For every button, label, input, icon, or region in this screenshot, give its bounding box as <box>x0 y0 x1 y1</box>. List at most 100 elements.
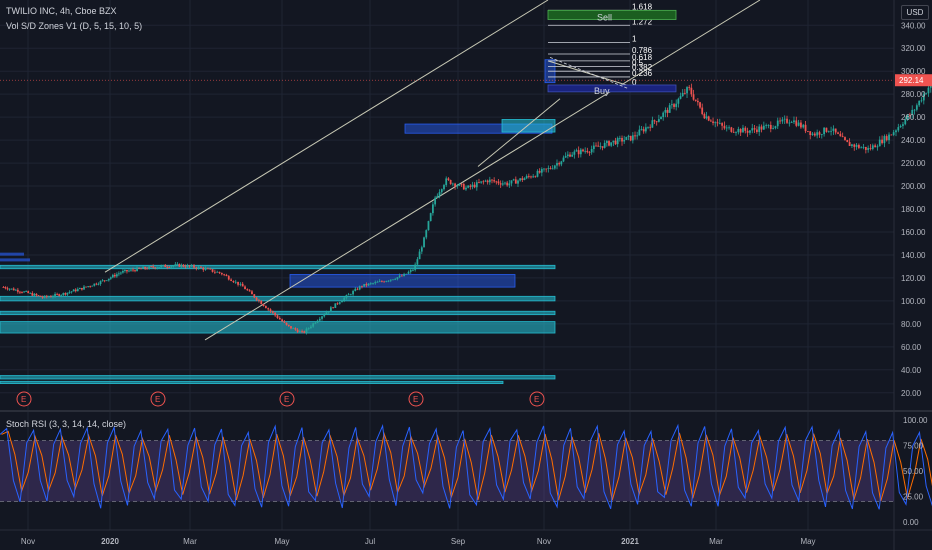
candle-body <box>434 197 437 205</box>
earnings-marker-label: E <box>21 395 26 404</box>
candle-body <box>420 247 423 252</box>
time-tick-label: Mar <box>183 537 197 546</box>
time-tick-label: Nov <box>21 537 35 546</box>
candle-body <box>718 123 721 124</box>
candle-body <box>508 183 511 186</box>
candle-body <box>162 264 165 266</box>
time-tick-label: Mar <box>709 537 723 546</box>
candle-body <box>601 146 604 148</box>
candle-body <box>876 146 879 148</box>
candle-body <box>349 294 352 296</box>
candle-body <box>746 130 749 133</box>
candle-body <box>62 293 65 296</box>
candle-body <box>577 150 580 155</box>
candle-body <box>148 266 151 269</box>
price-axis[interactable]: 20.00 40.00 60.00 80.00 100.00 120.00 140.00 16… <box>895 21 932 398</box>
price-tick-label: 320.00 <box>901 44 926 53</box>
candle-body <box>677 98 680 104</box>
candle-body <box>878 139 881 147</box>
trend-line <box>104 0 549 273</box>
candle-body <box>260 300 263 305</box>
stoch-rsi-pane: 0.00 25.00 50.00 75.00 100.00 <box>0 416 932 527</box>
candle-body <box>751 128 754 131</box>
symbol-title[interactable]: TWILIO INC, 4h, Cboe BZX <box>6 6 117 16</box>
stoch-rsi-tick-label: 100.00 <box>903 416 928 425</box>
candle-body <box>14 289 17 291</box>
candle-body <box>860 147 863 149</box>
stoch-rsi-title[interactable]: Stoch RSI (3, 3, 14, 14, close) <box>6 419 127 429</box>
candle-body <box>329 307 332 312</box>
candle-body <box>855 144 858 147</box>
candle-body <box>781 119 784 122</box>
candle-body <box>712 121 714 123</box>
candle-body <box>449 179 452 185</box>
candle-body <box>902 124 904 126</box>
candle-body <box>290 326 292 329</box>
candle-body <box>225 274 228 277</box>
candle-body <box>603 142 606 148</box>
candle-body <box>657 119 660 122</box>
time-axis[interactable]: Nov 2020 Mar May Jul Sep Nov 2021 Mar May <box>21 537 816 546</box>
candle-body <box>154 267 157 269</box>
candle-body <box>908 114 911 116</box>
candle-body <box>438 192 441 196</box>
candle-body <box>103 280 106 282</box>
candle-body <box>425 230 428 238</box>
candle-body <box>857 144 860 148</box>
candle-body <box>186 265 189 268</box>
candle-body <box>582 149 584 152</box>
zone-band <box>0 264 556 270</box>
candle-body <box>536 170 539 177</box>
candle-body <box>651 120 654 128</box>
candle-body <box>769 124 772 129</box>
candle-body <box>427 221 430 231</box>
candle-body <box>223 274 226 276</box>
candle-body <box>823 127 826 135</box>
candle-body <box>605 141 608 143</box>
candle-body <box>523 178 526 181</box>
candle-body <box>797 122 800 126</box>
candle-body <box>239 283 242 285</box>
candle-body <box>29 293 32 294</box>
candle-body <box>423 237 425 248</box>
trend-line <box>547 60 631 87</box>
candle-body <box>666 109 669 113</box>
sell-label: Sell <box>597 13 612 23</box>
candle-body <box>87 286 90 287</box>
candle-body <box>709 120 712 122</box>
fib-level-label: 1.618 <box>632 2 653 11</box>
candle-body <box>623 139 626 142</box>
candle-body <box>45 295 48 297</box>
time-tick-label: 2021 <box>621 537 639 546</box>
candle-body <box>735 132 737 134</box>
candle-body <box>334 303 337 308</box>
indicator-title[interactable]: Vol S/D Zones V1 (D, 5, 15, 10, 5) <box>6 21 143 31</box>
candle-body <box>456 185 459 187</box>
candle-body <box>512 179 515 181</box>
candle-body <box>725 127 728 129</box>
price-tick-label: 240.00 <box>901 136 926 145</box>
candle-body <box>809 131 812 136</box>
candle-body <box>237 281 239 285</box>
candle-body <box>451 183 454 185</box>
candle-body <box>318 318 321 321</box>
candle-body <box>269 309 272 312</box>
candle-body <box>662 112 665 117</box>
candle-body <box>213 271 216 273</box>
candle-body <box>911 109 914 115</box>
candle-body <box>579 149 582 155</box>
candle-body <box>825 127 828 132</box>
currency-button[interactable]: USD <box>901 5 929 20</box>
candle-body <box>164 264 167 268</box>
fib-level-label: 0.5 <box>632 59 644 68</box>
candle-body <box>668 105 671 113</box>
candle-body <box>184 266 187 268</box>
candle-body <box>276 315 279 318</box>
candle-body <box>755 129 758 132</box>
candle-body <box>72 289 75 292</box>
candle-body <box>403 273 405 277</box>
candle-body <box>234 281 237 283</box>
candle-body <box>120 272 122 274</box>
